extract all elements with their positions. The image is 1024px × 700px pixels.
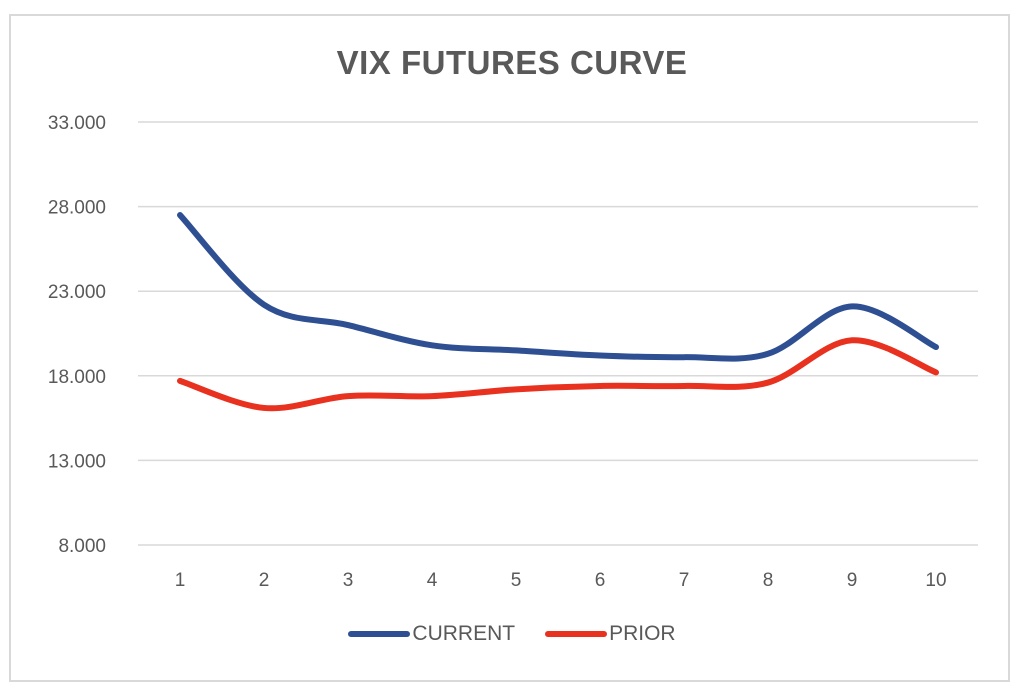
legend-label-current: CURRENT xyxy=(412,622,516,645)
x-tick-label: 6 xyxy=(595,570,606,591)
y-tick-label: 23.000 xyxy=(48,282,106,303)
x-tick-label: 9 xyxy=(847,570,858,591)
x-axis-ticks: 1 2 3 4 5 6 7 8 9 10 xyxy=(175,570,947,591)
y-axis-ticks: 33.000 28.000 23.000 18.000 13.000 8.000 xyxy=(48,113,106,557)
y-tick-label: 28.000 xyxy=(48,198,106,219)
x-tick-label: 5 xyxy=(511,570,522,591)
x-tick-label: 2 xyxy=(259,570,270,591)
x-tick-label: 4 xyxy=(427,570,438,591)
series-lines xyxy=(177,212,939,412)
y-tick-label: 18.000 xyxy=(48,367,106,388)
gridlines xyxy=(138,121,978,546)
y-tick-label: 8.000 xyxy=(58,536,106,557)
legend-swatch-prior xyxy=(545,631,608,637)
x-tick-label: 3 xyxy=(343,570,354,591)
y-tick-label: 13.000 xyxy=(48,451,106,472)
series-line-current[interactable] xyxy=(177,212,939,362)
legend: CURRENT PRIOR xyxy=(0,622,1024,646)
legend-item-prior[interactable]: PRIOR xyxy=(545,622,676,646)
legend-swatch-current xyxy=(348,631,411,637)
x-tick-label: 8 xyxy=(763,570,774,591)
legend-label-prior: PRIOR xyxy=(609,622,676,645)
series-line-prior[interactable] xyxy=(177,337,939,412)
x-tick-label: 10 xyxy=(925,570,946,591)
x-tick-label: 1 xyxy=(175,570,186,591)
x-tick-label: 7 xyxy=(679,570,690,591)
chart-title: VIX FUTURES CURVE xyxy=(336,44,688,81)
legend-item-current[interactable]: CURRENT xyxy=(348,622,515,646)
y-tick-label: 33.000 xyxy=(48,113,106,134)
